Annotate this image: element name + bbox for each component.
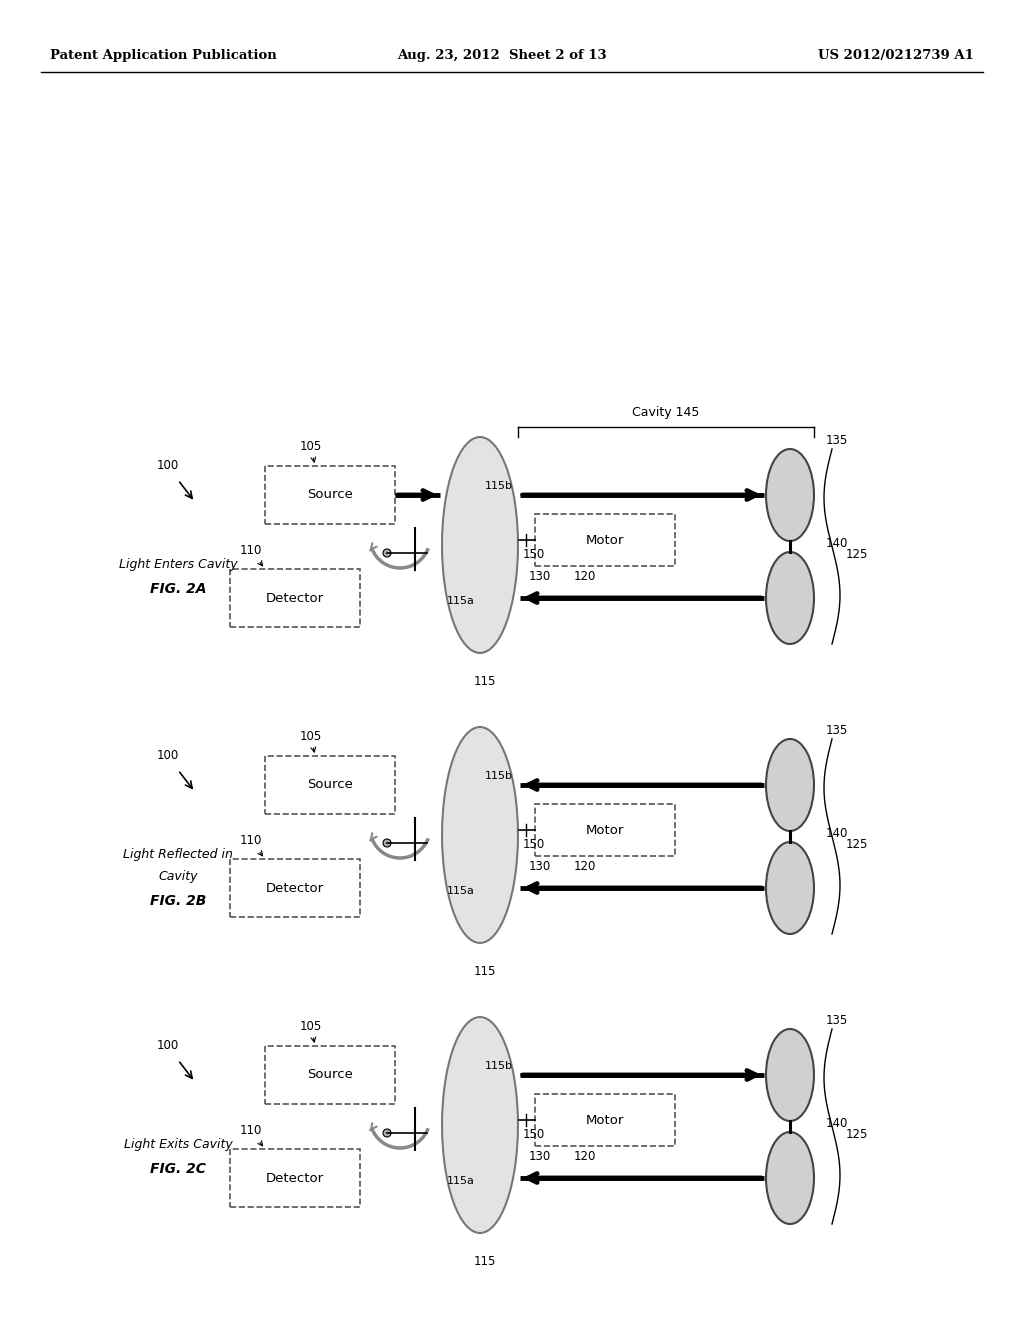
Text: Light Reflected in: Light Reflected in bbox=[123, 847, 232, 861]
Circle shape bbox=[383, 549, 391, 557]
Text: Motor: Motor bbox=[586, 1114, 625, 1126]
Ellipse shape bbox=[766, 552, 814, 644]
FancyBboxPatch shape bbox=[535, 1094, 675, 1146]
Ellipse shape bbox=[766, 739, 814, 832]
Text: Source: Source bbox=[307, 779, 353, 792]
Text: 135: 135 bbox=[826, 1014, 848, 1027]
Circle shape bbox=[383, 840, 391, 847]
FancyBboxPatch shape bbox=[265, 756, 395, 814]
Text: 115b: 115b bbox=[485, 771, 513, 780]
Text: 100: 100 bbox=[157, 459, 179, 473]
Text: Patent Application Publication: Patent Application Publication bbox=[50, 49, 276, 62]
Text: Light Exits Cavity: Light Exits Cavity bbox=[124, 1138, 232, 1151]
Ellipse shape bbox=[766, 842, 814, 935]
Ellipse shape bbox=[766, 1133, 814, 1224]
Text: 115a: 115a bbox=[447, 886, 475, 896]
Text: FIG. 2B: FIG. 2B bbox=[150, 894, 206, 908]
Text: 130: 130 bbox=[528, 570, 551, 583]
Ellipse shape bbox=[766, 1030, 814, 1121]
Text: Light Enters Cavity: Light Enters Cavity bbox=[119, 558, 238, 572]
Ellipse shape bbox=[442, 437, 518, 653]
Text: 100: 100 bbox=[157, 1039, 179, 1052]
FancyBboxPatch shape bbox=[230, 569, 360, 627]
Text: Detector: Detector bbox=[266, 591, 324, 605]
Text: 110: 110 bbox=[240, 544, 262, 566]
FancyBboxPatch shape bbox=[535, 804, 675, 855]
Text: Detector: Detector bbox=[266, 882, 324, 895]
Text: FIG. 2A: FIG. 2A bbox=[150, 582, 206, 597]
Text: 120: 120 bbox=[573, 1150, 596, 1163]
FancyBboxPatch shape bbox=[265, 466, 395, 524]
Text: 140: 140 bbox=[826, 1117, 848, 1130]
Text: Source: Source bbox=[307, 1068, 353, 1081]
Text: 150: 150 bbox=[523, 549, 545, 561]
Text: 110: 110 bbox=[240, 834, 262, 855]
Text: 135: 135 bbox=[826, 723, 848, 737]
FancyBboxPatch shape bbox=[265, 1045, 395, 1104]
Text: 115b: 115b bbox=[485, 1060, 513, 1071]
Text: 135: 135 bbox=[826, 434, 848, 447]
Ellipse shape bbox=[766, 449, 814, 541]
Text: 115a: 115a bbox=[447, 597, 475, 606]
Text: 125: 125 bbox=[846, 1129, 868, 1140]
Text: 130: 130 bbox=[528, 1150, 551, 1163]
FancyBboxPatch shape bbox=[230, 859, 360, 917]
Text: Cavity 145: Cavity 145 bbox=[632, 407, 699, 418]
Text: Source: Source bbox=[307, 488, 353, 502]
Text: 140: 140 bbox=[826, 828, 848, 840]
Text: Motor: Motor bbox=[586, 824, 625, 837]
Text: 115b: 115b bbox=[485, 480, 513, 491]
Text: 100: 100 bbox=[157, 748, 179, 762]
Text: 120: 120 bbox=[573, 861, 596, 873]
Text: 105: 105 bbox=[300, 730, 323, 752]
Text: 120: 120 bbox=[573, 570, 596, 583]
Text: 150: 150 bbox=[523, 1129, 545, 1142]
Text: FIG. 2C: FIG. 2C bbox=[151, 1162, 206, 1176]
Text: 130: 130 bbox=[528, 861, 551, 873]
Text: US 2012/0212739 A1: US 2012/0212739 A1 bbox=[818, 49, 974, 62]
Text: Aug. 23, 2012  Sheet 2 of 13: Aug. 23, 2012 Sheet 2 of 13 bbox=[397, 49, 607, 62]
Text: 115: 115 bbox=[474, 675, 497, 688]
Text: 105: 105 bbox=[300, 1019, 323, 1041]
Text: 125: 125 bbox=[846, 548, 868, 561]
Text: 125: 125 bbox=[846, 838, 868, 851]
FancyBboxPatch shape bbox=[230, 1148, 360, 1206]
Ellipse shape bbox=[442, 1016, 518, 1233]
Text: Detector: Detector bbox=[266, 1172, 324, 1184]
Text: 115a: 115a bbox=[447, 1176, 475, 1187]
Text: 115: 115 bbox=[474, 965, 497, 978]
Ellipse shape bbox=[442, 727, 518, 942]
Text: 150: 150 bbox=[523, 838, 545, 851]
Text: 115: 115 bbox=[474, 1255, 497, 1269]
Text: 105: 105 bbox=[300, 440, 323, 462]
Text: Motor: Motor bbox=[586, 533, 625, 546]
Text: 110: 110 bbox=[240, 1125, 262, 1146]
Text: 140: 140 bbox=[826, 537, 848, 550]
FancyBboxPatch shape bbox=[535, 513, 675, 566]
Text: Cavity: Cavity bbox=[159, 870, 198, 883]
Circle shape bbox=[383, 1129, 391, 1137]
